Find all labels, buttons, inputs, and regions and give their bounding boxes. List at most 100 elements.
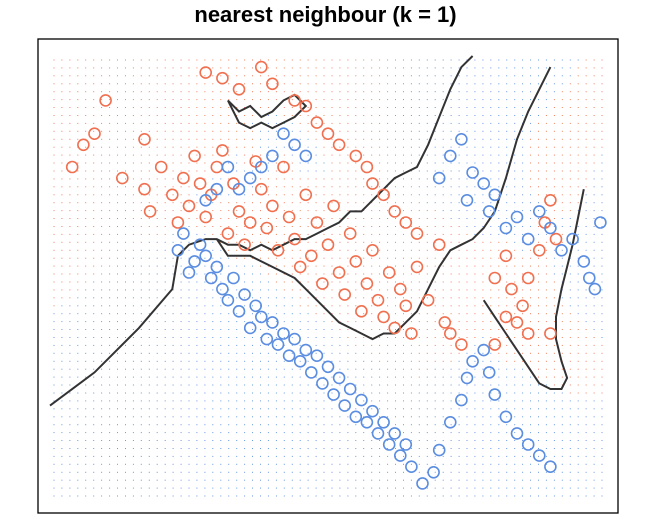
- grid-dot: [474, 392, 476, 394]
- grid-dot: [172, 289, 174, 291]
- grid-dot: [434, 360, 436, 362]
- grid-dot: [339, 130, 341, 132]
- grid-dot: [109, 210, 111, 212]
- grid-dot: [61, 273, 63, 275]
- grid-dot: [212, 471, 214, 473]
- grid-dot: [125, 384, 126, 386]
- grid-dot: [593, 130, 595, 132]
- grid-dot: [426, 360, 428, 362]
- grid-dot: [172, 178, 174, 180]
- grid-dot: [331, 83, 333, 85]
- grid-dot: [577, 226, 579, 227]
- grid-dot: [267, 455, 269, 457]
- grid-dot: [109, 194, 111, 196]
- grid-dot: [228, 432, 230, 434]
- grid-dot: [275, 273, 277, 275]
- data-point-class-a: [499, 249, 513, 263]
- grid-dot: [267, 122, 269, 124]
- grid-dot: [156, 432, 158, 434]
- grid-dot: [93, 146, 95, 148]
- grid-dot: [410, 257, 412, 259]
- grid-dot: [291, 122, 293, 124]
- grid-dot: [514, 297, 516, 299]
- grid-dot: [148, 226, 150, 227]
- grid-dot: [474, 170, 476, 172]
- grid-dot: [283, 91, 285, 93]
- grid-dot: [323, 154, 325, 156]
- grid-dot: [331, 91, 333, 93]
- grid-dot: [577, 487, 579, 489]
- data-point-class-a: [388, 205, 402, 218]
- grid-dot: [331, 194, 333, 196]
- grid-dot: [101, 273, 103, 275]
- grid-dot: [85, 329, 87, 330]
- grid-dot: [164, 321, 166, 323]
- grid-dot: [410, 289, 412, 291]
- grid-dot: [307, 495, 309, 497]
- grid-dot: [371, 352, 373, 354]
- grid-dot: [212, 99, 214, 101]
- grid-dot: [569, 487, 571, 489]
- grid-dot: [148, 376, 150, 378]
- grid-dot: [434, 99, 436, 101]
- grid-dot: [117, 337, 118, 338]
- grid-dot: [307, 115, 309, 116]
- grid-dot: [418, 210, 420, 212]
- data-point-class-a: [355, 304, 368, 318]
- grid-dot: [117, 115, 118, 116]
- grid-dot: [466, 329, 468, 330]
- grid-dot: [585, 408, 587, 410]
- grid-dot: [156, 463, 158, 465]
- grid-dot: [339, 91, 341, 93]
- grid-dot: [490, 368, 492, 370]
- grid-dot: [196, 329, 198, 330]
- grid-dot: [117, 471, 118, 473]
- grid-dot: [395, 273, 396, 275]
- grid-dot: [331, 146, 333, 148]
- grid-dot: [220, 257, 222, 259]
- grid-dot: [204, 337, 206, 338]
- grid-dot: [506, 226, 508, 227]
- grid-dot: [545, 495, 547, 497]
- grid-dot: [156, 226, 158, 227]
- grid-dot: [61, 281, 63, 283]
- grid-dot: [545, 440, 547, 441]
- grid-dot: [196, 249, 198, 251]
- grid-dot: [252, 273, 253, 275]
- grid-dot: [395, 67, 396, 69]
- grid-dot: [172, 432, 174, 434]
- grid-dot: [585, 83, 587, 85]
- grid-dot: [387, 432, 389, 434]
- grid-dot: [148, 249, 150, 251]
- grid-dot: [93, 455, 95, 457]
- grid-dot: [371, 432, 373, 434]
- grid-dot: [410, 91, 412, 93]
- grid-dot: [93, 305, 95, 307]
- grid-dot: [331, 360, 333, 362]
- grid-dot: [220, 99, 222, 101]
- grid-dot: [522, 344, 524, 346]
- grid-dot: [267, 265, 269, 267]
- grid-dot: [125, 59, 126, 61]
- grid-dot: [545, 162, 547, 164]
- grid-dot: [93, 178, 95, 180]
- grid-dot: [442, 202, 444, 204]
- grid-dot: [474, 329, 476, 330]
- grid-dot: [172, 392, 174, 394]
- grid-dot: [140, 146, 142, 148]
- grid-dot: [117, 67, 118, 69]
- grid-dot: [188, 83, 190, 85]
- grid-dot: [593, 313, 595, 315]
- grid-dot: [490, 162, 492, 164]
- grid-dot: [164, 416, 166, 418]
- grid-dot: [275, 479, 277, 481]
- grid-dot: [283, 329, 285, 330]
- grid-dot: [387, 344, 389, 346]
- grid-dot: [538, 487, 539, 489]
- grid-dot: [387, 368, 389, 370]
- grid-dot: [506, 138, 508, 140]
- grid-dot: [156, 297, 158, 299]
- grid-dot: [93, 249, 95, 251]
- grid-dot: [132, 424, 134, 426]
- grid-dot: [204, 321, 206, 323]
